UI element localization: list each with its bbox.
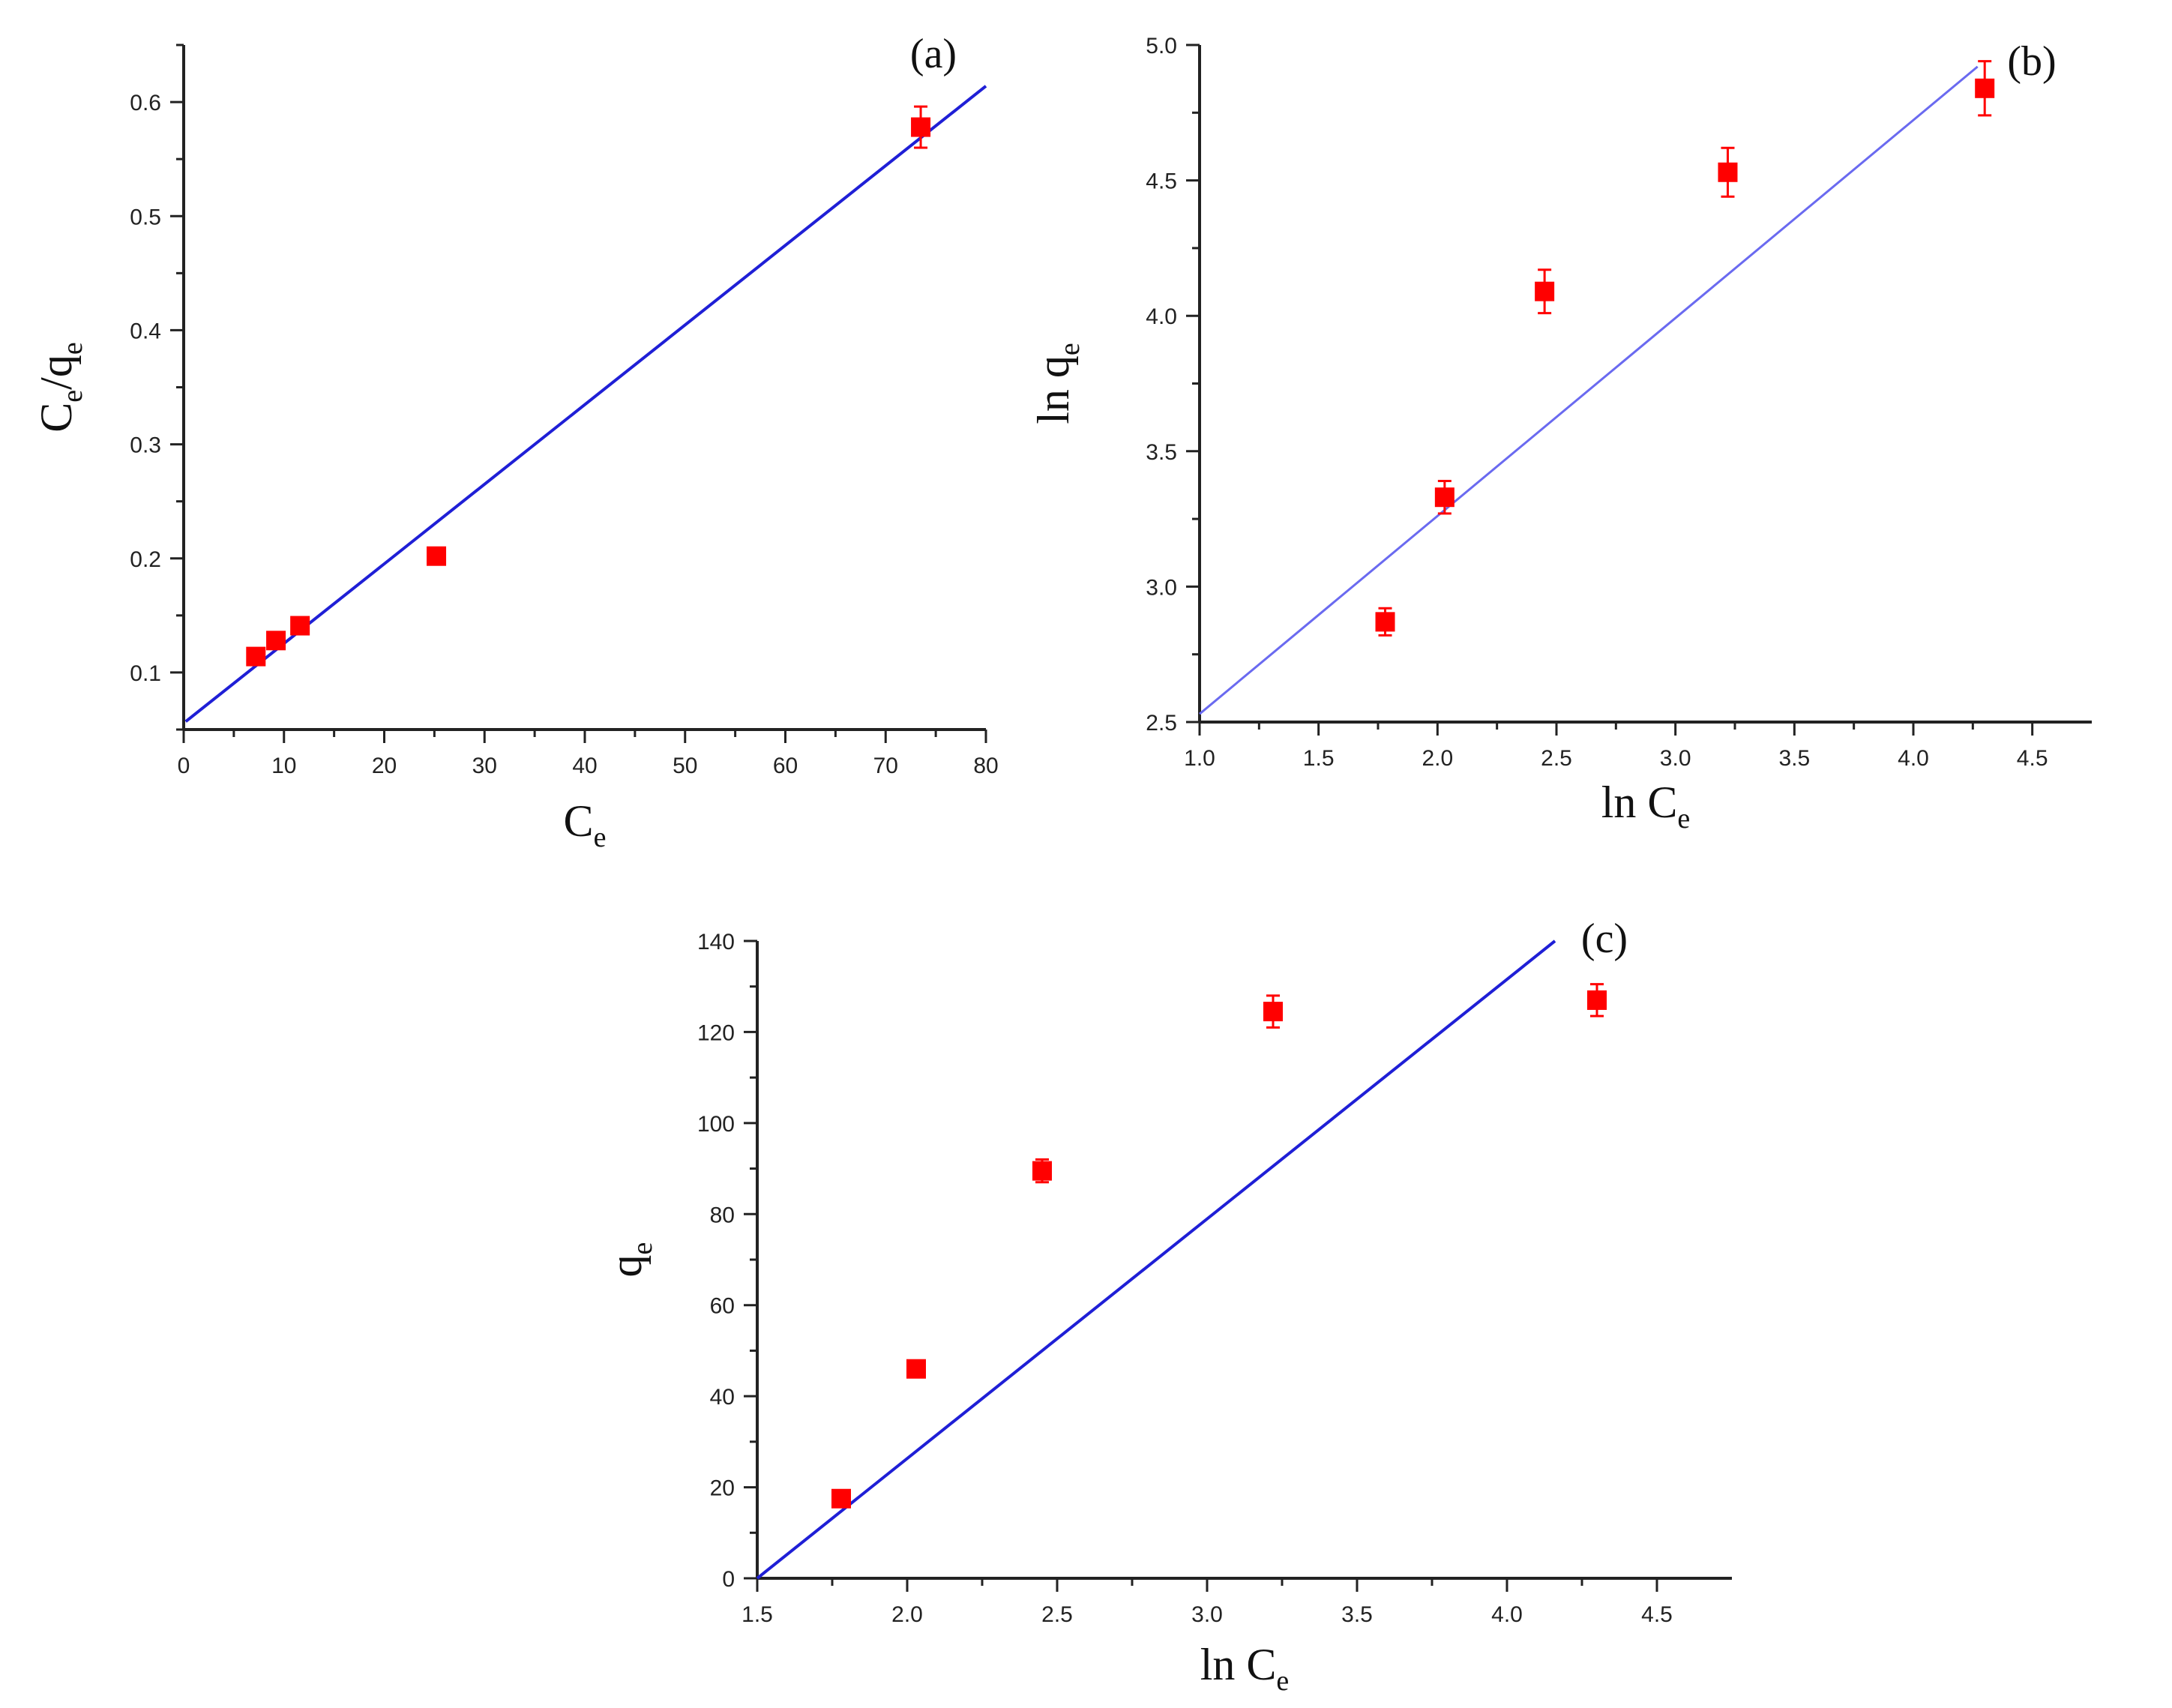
x-axis-label-sub: e (1276, 1665, 1289, 1697)
data-point (1434, 487, 1454, 508)
y-axis-label-sub: e (627, 1242, 658, 1255)
x-tick-label: 3.0 (1660, 746, 1691, 771)
y-tick-label: 0.5 (130, 205, 161, 229)
y-tick-label: 0.2 (130, 547, 161, 572)
y-tick-label: 20 (710, 1476, 735, 1501)
x-tick-label: 60 (773, 754, 798, 778)
y-axis-label-part: ln q (1029, 355, 1078, 424)
data-point (1263, 1002, 1283, 1022)
y-tick-label: 140 (697, 930, 735, 954)
x-tick-label: 2.0 (1422, 746, 1453, 771)
x-axis-label-main: ln C (1200, 1640, 1277, 1689)
x-axis-label: Ce (564, 796, 607, 853)
y-tick-label: 4.5 (1146, 169, 1177, 194)
x-tick-label: 80 (973, 754, 998, 778)
fit-line (1199, 65, 1979, 715)
y-tick-label: 4.0 (1146, 304, 1177, 329)
data-point (911, 117, 931, 137)
x-tick-label: 10 (271, 754, 296, 778)
x-tick-label: 4.5 (2017, 746, 2048, 771)
x-axis-label-main: C (564, 796, 594, 846)
data-point (1375, 612, 1395, 632)
chart-panel-2: 1.0 1.5 2.0 2.5 3.0 3.5 4.0 4.5 2.5 3.0 3.5 4.0 4.5 5… (1029, 34, 2092, 835)
data-point (246, 646, 266, 667)
x-tick-label: 40 (572, 754, 597, 778)
data-point (906, 1359, 926, 1379)
panel-label: (a) (910, 31, 957, 77)
y-axis-label-sub: e (57, 390, 88, 403)
y-tick-label: 2.5 (1146, 711, 1177, 736)
panel-label: (c) (1581, 915, 1628, 962)
x-tick-label: 2.5 (1041, 1602, 1073, 1627)
x-tick-label: 70 (873, 754, 898, 778)
fit-line (756, 939, 1556, 1580)
y-axis-label-part: /q (31, 355, 81, 390)
x-tick-label: 2.0 (891, 1602, 923, 1627)
y-tick-label: 0 (722, 1567, 735, 1592)
x-axis-label: ln Ce (1601, 778, 1691, 835)
data-point (290, 616, 310, 636)
y-tick-label: 0.1 (130, 661, 161, 686)
x-tick-label: 3.5 (1778, 746, 1810, 771)
x-tick-label: 1.5 (741, 1602, 773, 1627)
x-tick-label: 3.5 (1341, 1602, 1373, 1627)
y-tick-label: 100 (697, 1112, 735, 1137)
data-point (1718, 162, 1738, 182)
data-point (1535, 281, 1555, 301)
y-tick-label: 5.0 (1146, 34, 1177, 58)
data-point (427, 546, 447, 566)
y-tick-label: 0.6 (130, 91, 161, 115)
data-point (1032, 1161, 1052, 1181)
y-axis-label-part: q (601, 1254, 651, 1277)
x-tick-label: 4.0 (1898, 746, 1929, 771)
data-point (831, 1488, 851, 1509)
y-tick-label: 3.5 (1146, 440, 1177, 465)
data-point (266, 631, 286, 651)
x-tick-label: 50 (673, 754, 697, 778)
data-point (1975, 78, 1995, 98)
y-tick-label: 0.3 (130, 433, 161, 458)
x-tick-label: 2.5 (1541, 746, 1572, 771)
y-tick-label: 0.4 (130, 319, 161, 343)
y-axis-label: Ce/qe (31, 342, 88, 432)
x-tick-label: 30 (472, 754, 497, 778)
x-tick-label: 0 (178, 754, 190, 778)
x-axis-label: ln Ce (1200, 1640, 1290, 1697)
y-axis-label: ln qe (1029, 343, 1086, 424)
x-axis-label-main: ln C (1601, 778, 1678, 827)
y-tick-label: 60 (710, 1294, 735, 1319)
x-tick-label: 20 (372, 754, 397, 778)
y-tick-label: 3.0 (1146, 575, 1177, 600)
y-tick-label: 120 (697, 1020, 735, 1045)
chart-panel-3: 1.5 2.0 2.5 3.0 3.5 4.0 4.5 0 20 40 60 80 100 120 140 l… (601, 915, 1732, 1697)
y-axis-label: qe (601, 1242, 658, 1278)
chart-panel-1: 0 10 20 30 40 50 60 70 800.10.20.30.40.50.6CeCe/… (31, 31, 999, 853)
x-tick-label: 4.0 (1491, 1602, 1523, 1627)
y-tick-label: 40 (710, 1385, 735, 1410)
panel-label: (b) (2007, 38, 2056, 85)
x-tick-label: 1.0 (1184, 746, 1215, 771)
y-tick-label: 80 (710, 1203, 735, 1227)
x-axis-label-sub: e (1677, 803, 1690, 835)
y-axis-label-sub: e (1054, 343, 1086, 355)
x-axis-label-sub: e (594, 822, 607, 853)
x-tick-label: 3.0 (1191, 1602, 1223, 1627)
y-axis-label-sub: e (57, 342, 88, 355)
x-tick-label: 4.5 (1641, 1602, 1673, 1627)
data-point (1587, 990, 1607, 1010)
x-tick-label: 1.5 (1303, 746, 1335, 771)
fit-line (184, 85, 987, 723)
y-axis-label-part: C (31, 403, 81, 433)
